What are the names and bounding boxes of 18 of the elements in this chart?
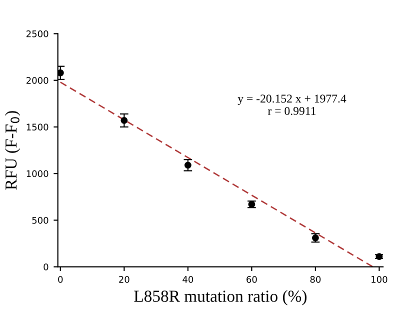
y-tick-label: 0 (44, 264, 48, 270)
y-axis-title: RFU (F-F$_{0}$) (4, 111, 20, 190)
point (120, 116, 128, 124)
x-tick-label: 100 (372, 276, 388, 283)
x-tick-label: 0 (58, 276, 63, 283)
y-tick-label: 2000 (26, 77, 48, 84)
point (184, 162, 192, 169)
y-tick-label: 1500 (26, 124, 48, 131)
x-tick-label: 80 (310, 276, 321, 283)
x-axis-title: L858R mutation ratio (%) (134, 290, 307, 306)
x-tick-label: 40 (182, 276, 194, 283)
x-tick-label: 20 (119, 276, 130, 283)
y-tick-label: 500 (32, 216, 48, 224)
y-tick-label: 1000 (26, 170, 48, 178)
x-tick-label: 60 (246, 276, 257, 283)
point (58, 69, 64, 76)
annotation: y = -20.152 x + 1977.4 r = 0.9911 (238, 94, 346, 116)
y-tick-label: 2500 (26, 30, 48, 38)
